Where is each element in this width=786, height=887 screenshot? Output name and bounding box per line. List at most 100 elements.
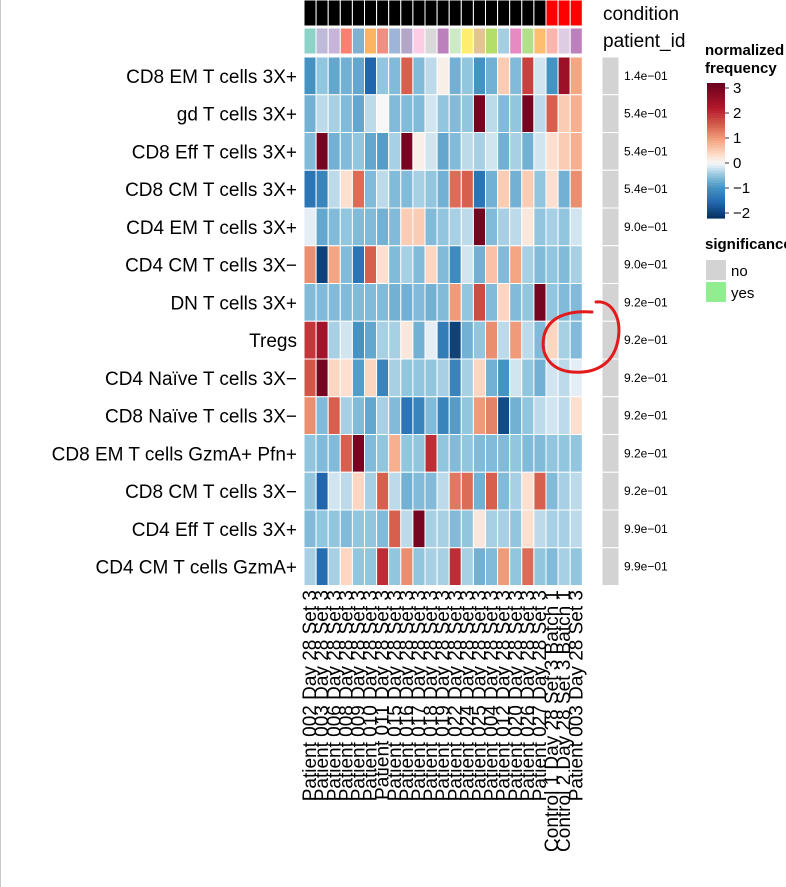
heatmap-cell (569, 169, 583, 209)
column-label: Patient 017 Day 28 Set 3 (409, 590, 430, 801)
legend-gradient-segment (707, 133, 725, 137)
heatmap-cell (569, 207, 583, 247)
heatmap-cell (424, 283, 438, 322)
heatmap-cell (351, 283, 365, 322)
heatmap-cell (376, 94, 390, 133)
heatmap-cell (327, 132, 341, 171)
heatmap-cell (424, 358, 438, 398)
heatmap-cell (569, 320, 583, 360)
heatmap-cell (460, 207, 474, 247)
heatmap-cell (400, 358, 414, 398)
heatmap-cell (327, 56, 341, 96)
heatmap-cell (533, 396, 547, 435)
heatmap-cell (388, 132, 402, 171)
legend-gradient-segment (707, 90, 725, 94)
heatmap-cell (497, 320, 511, 360)
legend-gradient-segment (707, 148, 725, 152)
heatmap-cell (485, 283, 499, 322)
heatmap-cell (472, 169, 486, 209)
heatmap-cell (509, 358, 523, 398)
legend-gradient-segment (707, 88, 725, 92)
heatmap-cell (400, 509, 414, 549)
heatmap-cell (327, 509, 341, 549)
legend-tick-label: 3 (733, 80, 741, 97)
legend-gradient-segment (707, 210, 725, 214)
heatmap-cell (303, 320, 317, 360)
patient-annotation-bar (303, 27, 583, 55)
heatmap-cell (521, 245, 535, 284)
heatmap-cell (472, 471, 486, 511)
heatmap-cell (388, 320, 402, 360)
heatmap-cell (472, 358, 486, 398)
heatmap-cell (315, 56, 329, 96)
legend-tick-label: 0 (733, 155, 741, 172)
condition-cell (339, 0, 353, 27)
heatmap-cell (327, 283, 341, 322)
legend-gradient-segment (707, 195, 725, 199)
legend-gradient-segment (707, 108, 725, 112)
heatmap-cell (400, 283, 414, 322)
heatmap-cell (448, 434, 462, 473)
heatmap-cell (339, 245, 353, 284)
heatmap-cell (303, 547, 317, 586)
condition-cell (569, 0, 583, 27)
heatmap-cell (460, 320, 474, 360)
heatmap-cell (351, 358, 365, 398)
heatmap-cell (569, 283, 583, 322)
heatmap-cell (521, 320, 535, 360)
heatmap-cell (424, 245, 438, 284)
heatmap-cell (339, 547, 353, 586)
heatmap-cell (400, 245, 414, 284)
heatmap-cell (412, 396, 426, 435)
row-labels: CD8 EM T cells 3X+ gd T cells 3X+ CD8 Eff … (52, 67, 297, 579)
row-label: CD4 EM T cells 3X+ (126, 218, 297, 239)
patient-id-cell (509, 27, 523, 55)
heatmap-cell (303, 56, 317, 96)
heatmap-cell (460, 132, 474, 171)
condition-cell (533, 0, 547, 27)
heatmap-cell (351, 56, 365, 96)
heatmap-cell (424, 547, 438, 586)
heatmap-cell (521, 169, 535, 209)
legend-gradient-segment (707, 113, 725, 117)
heatmap-cell (569, 509, 583, 549)
heatmap-cell (472, 207, 486, 247)
heatmap-cell (521, 547, 535, 586)
heatmap-cell (472, 132, 486, 171)
heatmap-cell (497, 358, 511, 398)
legend-gradient-segment (707, 110, 725, 114)
heatmap-cell (339, 169, 353, 209)
heatmap-cell (557, 245, 571, 284)
condition-cell (448, 0, 462, 27)
heatmap-cell (364, 132, 378, 171)
patient-id-cell (412, 27, 426, 55)
heatmap-cell (339, 358, 353, 398)
heatmap-cell (412, 471, 426, 511)
heatmap-cell (351, 547, 365, 586)
significance-cell (601, 471, 620, 511)
heatmap-cell (485, 207, 499, 247)
heatmap-cell (412, 132, 426, 171)
heatmap-cell (497, 471, 511, 511)
heatmap-cell (533, 547, 547, 586)
heatmap-cell (569, 358, 583, 398)
heatmap-cell (424, 509, 438, 549)
heatmap-cell (412, 320, 426, 360)
heatmap-cell (436, 320, 450, 360)
heatmap-cell (400, 56, 414, 96)
heatmap-cell (351, 94, 365, 133)
heatmap-cell (424, 169, 438, 209)
heatmap-cell (303, 283, 317, 322)
heatmap-cell (448, 471, 462, 511)
column-label: Patient 018 Day 28 Set 3 (421, 590, 442, 801)
heatmap-cell (388, 94, 402, 133)
column-label: Patient 025 Day 28 Set 3 (469, 590, 490, 801)
heatmap-cell (339, 434, 353, 473)
heatmap-cell (412, 358, 426, 398)
heatmap-cell (436, 283, 450, 322)
condition-cell (557, 0, 571, 27)
heatmap-cell (400, 434, 414, 473)
column-label: Patient 016 Day 28 Set 3 (397, 590, 418, 801)
legend-gradient-segment (707, 173, 725, 177)
heatmap-cell (376, 245, 390, 284)
